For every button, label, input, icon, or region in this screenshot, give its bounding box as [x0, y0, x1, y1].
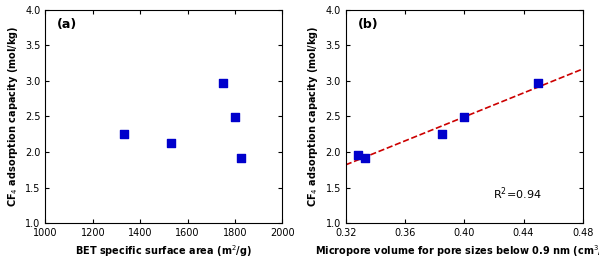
X-axis label: Micropore volume for pore sizes below 0.9 nm (cm$^3$/g): Micropore volume for pore sizes below 0.…	[314, 244, 599, 259]
Point	[459, 115, 469, 119]
Y-axis label: CF$_4$ adsorption capacity (mol/kg): CF$_4$ adsorption capacity (mol/kg)	[5, 26, 20, 207]
Point	[353, 153, 362, 157]
Point	[360, 156, 370, 160]
Text: (b): (b)	[358, 18, 378, 31]
Point	[236, 156, 246, 160]
Y-axis label: CF$_4$ adsorption capacity (mol/kg): CF$_4$ adsorption capacity (mol/kg)	[306, 26, 320, 207]
X-axis label: BET specific surface area (m$^2$/g): BET specific surface area (m$^2$/g)	[75, 244, 253, 259]
Point	[534, 81, 543, 85]
Text: (a): (a)	[58, 18, 78, 31]
Point	[230, 115, 240, 119]
Point	[119, 132, 128, 136]
Point	[219, 81, 228, 85]
Point	[167, 141, 176, 145]
Text: R$^2$=0.94: R$^2$=0.94	[493, 185, 541, 202]
Point	[437, 132, 447, 136]
